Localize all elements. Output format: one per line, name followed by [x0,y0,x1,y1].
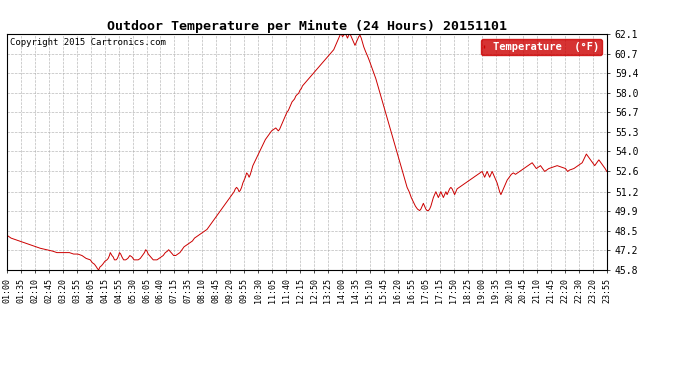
Text: Copyright 2015 Cartronics.com: Copyright 2015 Cartronics.com [10,39,166,48]
Title: Outdoor Temperature per Minute (24 Hours) 20151101: Outdoor Temperature per Minute (24 Hours… [107,20,507,33]
Legend: Temperature  (°F): Temperature (°F) [481,39,602,55]
